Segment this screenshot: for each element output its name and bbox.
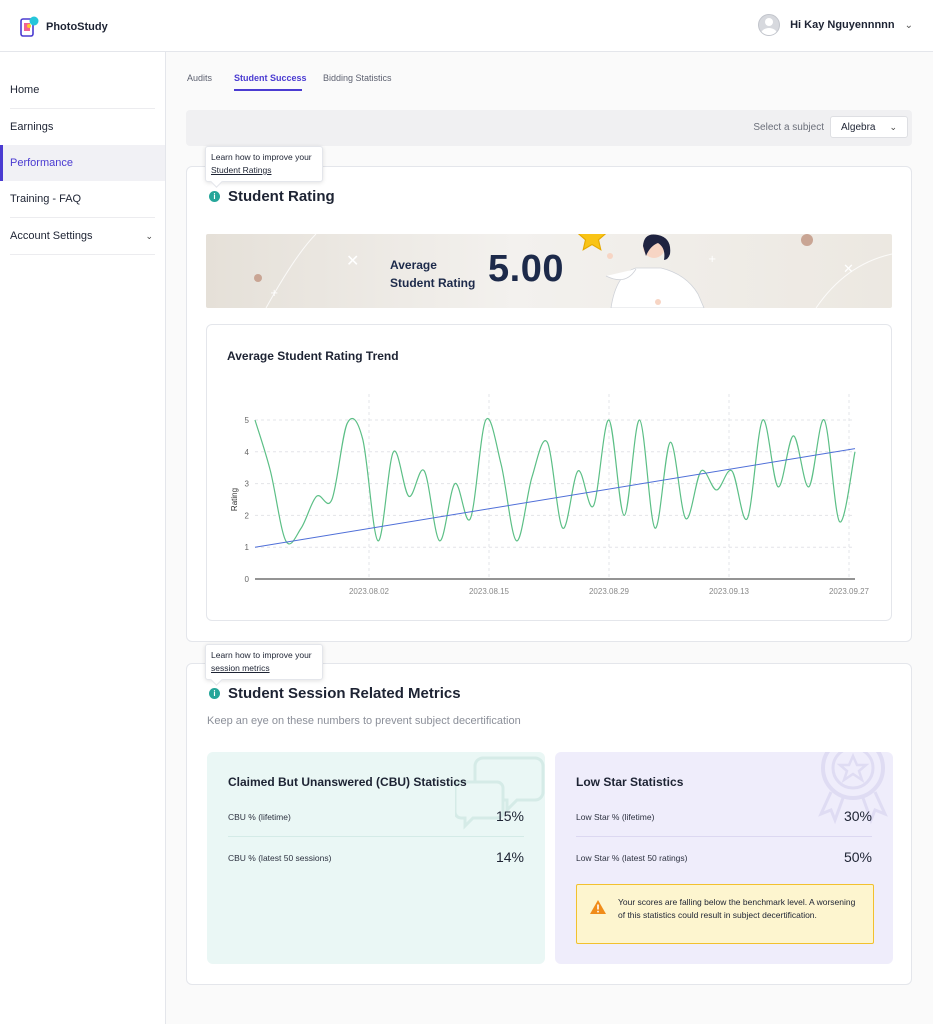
x-tick-label: 2023.08.29 bbox=[589, 587, 630, 596]
banner-decoration: ✕ ✕ + + bbox=[254, 234, 892, 308]
session-metrics-subtitle: Keep an eye on these numbers to prevent … bbox=[207, 715, 521, 727]
tooltip-text: Learn how to improve your bbox=[211, 152, 312, 162]
decertification-warning: Your scores are falling below the benchm… bbox=[576, 884, 874, 944]
y-tick-label: 0 bbox=[245, 575, 250, 584]
award-badge-icon bbox=[818, 752, 888, 825]
x-tick-label: 2023.08.15 bbox=[469, 587, 510, 596]
sidebar-divider bbox=[10, 254, 155, 255]
cbu-lifetime-value: 15% bbox=[495, 808, 524, 824]
low-star-lifetime-value: 30% bbox=[843, 808, 872, 824]
sidebar-item-earnings[interactable]: Earnings bbox=[0, 109, 165, 145]
sidebar-item-label: Earnings bbox=[10, 121, 54, 133]
cbu-lifetime-label: CBU % (lifetime) bbox=[228, 812, 291, 822]
cbu-statistics-title: Claimed But Unanswered (CBU) Statistics bbox=[228, 775, 467, 789]
user-greeting: Hi Kay Nguyennnnn bbox=[790, 19, 895, 31]
subject-filter-bar: Select a subject Algebra ⌄ bbox=[186, 110, 912, 146]
y-tick-label: 2 bbox=[245, 511, 250, 520]
y-axis-label: Rating bbox=[230, 488, 239, 511]
low-star-lifetime-label: Low Star % (lifetime) bbox=[576, 812, 655, 822]
low-star-statistics-panel: Low Star Statistics Low Star % (lifetime… bbox=[555, 752, 893, 964]
chevron-down-icon: ⌄ bbox=[889, 122, 897, 132]
tab-student-success[interactable]: Student Success bbox=[234, 73, 307, 83]
warning-icon bbox=[590, 900, 606, 914]
sidebar-item-performance[interactable]: Performance bbox=[0, 145, 165, 181]
sidebar-item-home[interactable]: Home bbox=[0, 72, 165, 108]
chevron-down-icon: ⌄ bbox=[904, 19, 913, 31]
session-metrics-link[interactable]: session metrics bbox=[211, 663, 270, 673]
low-star-statistics-title: Low Star Statistics bbox=[576, 775, 684, 789]
session-metrics-title: Student Session Related Metrics bbox=[228, 685, 461, 702]
active-tab-indicator bbox=[234, 89, 302, 91]
student-rating-title: Student Rating bbox=[228, 188, 335, 205]
low-star-latest-label: Low Star % (latest 50 ratings) bbox=[576, 853, 688, 863]
low-star-latest-value: 50% bbox=[843, 849, 872, 865]
tab-bidding-statistics[interactable]: Bidding Statistics bbox=[323, 73, 392, 83]
average-rating-label-line2: Student Rating bbox=[390, 276, 476, 290]
rating-trend-chart-card: Average Student Rating Trend 0 1 2 3 4 5 2023.… bbox=[206, 324, 892, 621]
average-rating-value: 5.00 bbox=[488, 248, 564, 290]
sidebar-divider bbox=[10, 108, 155, 109]
metric-divider bbox=[228, 836, 524, 837]
star-icon bbox=[577, 234, 607, 251]
y-tick-label: 1 bbox=[245, 543, 250, 552]
svg-text:✕: ✕ bbox=[843, 262, 854, 277]
average-rating-label: Average Student Rating bbox=[390, 256, 475, 292]
subject-select-label: Select a subject bbox=[753, 122, 824, 133]
sidebar-item-label: Performance bbox=[10, 157, 73, 169]
rating-series-line bbox=[254, 417, 856, 545]
y-tick-label: 5 bbox=[245, 416, 250, 425]
svg-text:+: + bbox=[708, 254, 716, 265]
chart-title: Average Student Rating Trend bbox=[227, 349, 399, 363]
average-rating-banner: ✕ ✕ + + Average Student Rating 5.00 bbox=[206, 234, 892, 308]
app-name: PhotoStudy bbox=[46, 21, 108, 33]
y-tick-label: 3 bbox=[245, 480, 250, 489]
sidebar-item-label: Training - FAQ bbox=[10, 193, 82, 205]
sidebar-item-training-faq[interactable]: Training - FAQ bbox=[0, 181, 165, 217]
x-tick-label: 2023.08.02 bbox=[349, 587, 390, 596]
x-tick-label: 2023.09.27 bbox=[829, 587, 870, 596]
metric-divider bbox=[576, 836, 872, 837]
subject-select-value: Algebra bbox=[841, 122, 876, 133]
average-rating-label-line1: Average bbox=[390, 258, 437, 272]
subject-select[interactable]: Algebra ⌄ bbox=[830, 116, 908, 138]
x-tick-label: 2023.09.13 bbox=[709, 587, 750, 596]
info-icon[interactable]: i bbox=[209, 688, 220, 699]
info-icon[interactable]: i bbox=[209, 191, 220, 202]
cbu-latest-label: CBU % (latest 50 sessions) bbox=[228, 853, 332, 863]
chat-bubble-icon bbox=[455, 756, 545, 830]
user-avatar-icon bbox=[758, 14, 781, 36]
rating-trend-chart: 0 1 2 3 4 5 2023.08.02 2023.08.15 2023.08.29 2023… bbox=[230, 394, 870, 596]
top-header: PhotoStudy Hi Kay Nguyennnnn ⌄ bbox=[0, 0, 933, 52]
sidebar: Home Earnings Performance Training - FAQ… bbox=[0, 52, 166, 1024]
sidebar-item-account-settings[interactable]: Account Settings ⌄ bbox=[0, 218, 165, 254]
main-content: Audits Student Success Bidding Statistic… bbox=[166, 52, 933, 1024]
session-help-tooltip: Learn how to improve your session metric… bbox=[205, 644, 323, 680]
svg-text:+: + bbox=[270, 288, 278, 299]
svg-text:✕: ✕ bbox=[346, 251, 359, 270]
photostudy-logo-icon bbox=[20, 16, 40, 38]
student-ratings-link[interactable]: Student Ratings bbox=[211, 165, 272, 175]
sidebar-item-label: Home bbox=[10, 84, 40, 96]
sidebar-item-label: Account Settings bbox=[10, 230, 93, 242]
y-tick-label: 4 bbox=[245, 448, 250, 457]
tooltip-text: Learn how to improve your bbox=[211, 650, 312, 660]
rating-help-tooltip: Learn how to improve your Student Rating… bbox=[205, 146, 323, 182]
trend-line bbox=[254, 448, 856, 548]
chevron-down-icon: ⌄ bbox=[145, 230, 153, 241]
cbu-latest-value: 14% bbox=[495, 849, 524, 865]
cbu-statistics-panel: Claimed But Unanswered (CBU) Statistics … bbox=[207, 752, 545, 964]
tab-audits[interactable]: Audits bbox=[187, 73, 213, 83]
app-logo[interactable]: PhotoStudy bbox=[20, 16, 108, 38]
user-menu[interactable]: Hi Kay Nguyennnnn ⌄ bbox=[758, 14, 913, 36]
sidebar-divider bbox=[10, 217, 155, 218]
warning-message: Your scores are falling below the benchm… bbox=[618, 897, 856, 920]
